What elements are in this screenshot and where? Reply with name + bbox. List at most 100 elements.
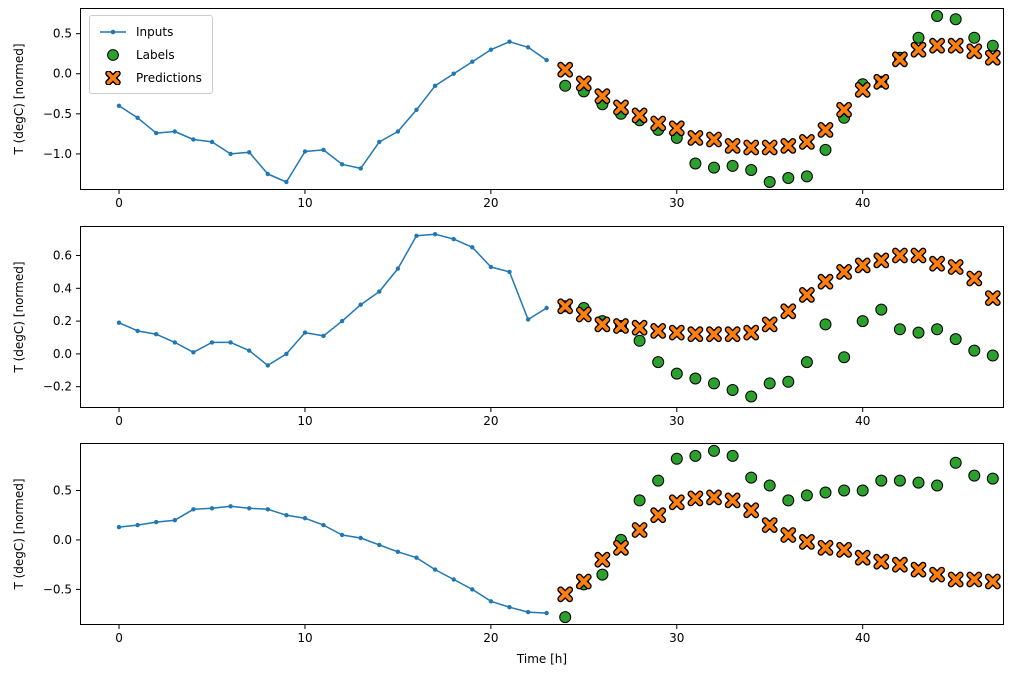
inputs-dot-marker <box>339 162 345 167</box>
predictions-x-marker <box>949 39 963 53</box>
inputs-dot-marker <box>377 139 382 145</box>
predictions-x-marker <box>707 133 721 146</box>
labels-circle-marker <box>670 367 683 380</box>
x-tick-label: 30 <box>669 631 684 645</box>
labels-circle-marker <box>931 10 944 22</box>
labels-circle-marker <box>912 476 925 489</box>
labels-circle-marker <box>708 161 720 174</box>
inputs-dot-marker <box>377 289 382 294</box>
inputs-dot-marker <box>544 57 549 63</box>
y-tick-label: 0.5 <box>53 27 72 41</box>
labels-circle-marker <box>633 334 646 347</box>
inputs-dot-marker <box>228 151 233 157</box>
labels-circle-marker <box>559 611 572 624</box>
y-tick-label: 0.6 <box>53 249 72 263</box>
inputs-dot-marker <box>172 340 177 345</box>
inputs-dot-marker <box>507 605 512 610</box>
legend-label-inputs: Inputs <box>136 24 174 39</box>
labels-circle-marker <box>986 349 999 362</box>
series-labels <box>559 300 999 403</box>
predictions-x-marker <box>595 553 609 567</box>
predictions-x-marker <box>967 44 981 58</box>
predictions-x-marker <box>763 317 777 331</box>
inputs-dot-marker <box>135 328 140 334</box>
x-tick-label: 20 <box>483 414 498 428</box>
predictions-x-marker <box>800 135 814 149</box>
inputs-dot-marker <box>525 45 531 50</box>
inputs-dot-marker <box>507 39 512 44</box>
inputs-dot-marker <box>209 139 215 145</box>
y-axis-ticks: 0.5 0.0 −0.5 −1.0 <box>43 27 80 161</box>
inputs-dot-marker <box>172 129 177 134</box>
inputs-dot-marker <box>488 264 494 270</box>
labels-circle-marker <box>931 479 944 492</box>
inputs-dot-marker <box>228 504 233 509</box>
legend: Inputs Labels Predictions <box>89 15 213 94</box>
inputs-dot-marker <box>284 179 289 185</box>
labels-circle-marker <box>559 79 572 92</box>
labels-circle-marker <box>652 356 665 369</box>
predictions-x-marker <box>930 568 944 582</box>
subplot-3-plot: 0 10 20 30 40 0.5 0.0 −0.5 <box>43 443 1004 645</box>
predictions-x-marker <box>986 291 1000 305</box>
predictions-x-marker <box>930 39 944 53</box>
predictions-x-marker <box>912 563 925 577</box>
subplot-2-plot: 0 10 20 30 40 0.6 0.4 0.2 0.0 −0.2 <box>43 226 1004 428</box>
subplot-2-axes: 0 10 20 30 40 0.6 0.4 0.2 0.0 −0.2 <box>43 226 1004 428</box>
y-tick-label: 0.4 <box>53 281 72 295</box>
predictions-x-marker <box>930 257 944 271</box>
predictions-x-marker <box>912 249 925 262</box>
subplot-1-axes: 0 10 20 30 40 0.5 0.0 −0.5 −1.0 <box>43 8 1004 210</box>
inputs-dot-marker <box>544 305 549 311</box>
y-tick-label: −0.2 <box>43 380 72 394</box>
labels-circle-marker <box>726 449 739 462</box>
labels-circle-marker <box>782 375 795 388</box>
x-axis-ticks: 0 10 20 30 40 <box>115 408 870 428</box>
series-inputs <box>116 232 549 368</box>
y-axis-label-subplot-2: T (degC) [normed] <box>12 261 26 373</box>
labels-circle-marker <box>986 472 999 485</box>
labels-circle-marker <box>800 170 813 183</box>
labels-circle-marker <box>745 164 758 176</box>
predictions-x-marker <box>614 319 628 333</box>
labels-circle-marker <box>893 474 906 487</box>
predictions-x-marker <box>744 141 758 154</box>
x-axis-ticks: 0 10 20 30 40 <box>115 625 870 645</box>
inputs-dot-marker <box>116 320 122 325</box>
inputs-line <box>118 40 548 183</box>
predictions-x-marker <box>688 327 702 341</box>
axes-frame <box>80 8 1004 190</box>
series-predictions <box>557 247 1001 343</box>
inputs-dot-marker <box>209 506 215 511</box>
y-tick-label: 0.0 <box>53 347 72 361</box>
inputs-dot-marker <box>116 524 122 530</box>
inputs-dot-marker <box>302 516 308 521</box>
inputs-dot-marker <box>172 518 177 523</box>
x-tick-label: 0 <box>115 414 123 428</box>
inputs-dot-marker <box>284 513 289 518</box>
labels-circle-marker <box>856 315 869 328</box>
predictions-x-marker <box>744 326 758 340</box>
legend-item-predictions: Predictions <box>98 67 202 88</box>
predictions-x-marker <box>595 89 609 103</box>
predictions-x-marker <box>893 558 907 572</box>
legend-x-fill <box>106 71 120 84</box>
predictions-x-marker <box>967 272 981 285</box>
inputs-dot-marker <box>154 130 159 136</box>
inputs-dot-marker <box>265 363 270 368</box>
labels-circle-marker <box>912 31 925 44</box>
inputs-dot-marker <box>451 236 456 242</box>
y-tick-label: 0.5 <box>53 483 72 497</box>
predictions-x-marker <box>633 108 647 122</box>
inputs-dot-marker <box>247 348 252 353</box>
labels-circle-marker <box>633 494 646 507</box>
series-labels <box>559 10 999 188</box>
inputs-dot-marker <box>414 555 419 560</box>
predictions-x-marker <box>912 43 925 57</box>
x-axis-label: Time [h] <box>516 652 568 666</box>
inputs-dot-marker <box>321 147 326 153</box>
x-tick-label: 40 <box>855 196 870 210</box>
inputs-dot-marker <box>191 137 196 142</box>
axes-frame <box>80 226 1004 408</box>
labels-circle-marker <box>800 356 813 369</box>
